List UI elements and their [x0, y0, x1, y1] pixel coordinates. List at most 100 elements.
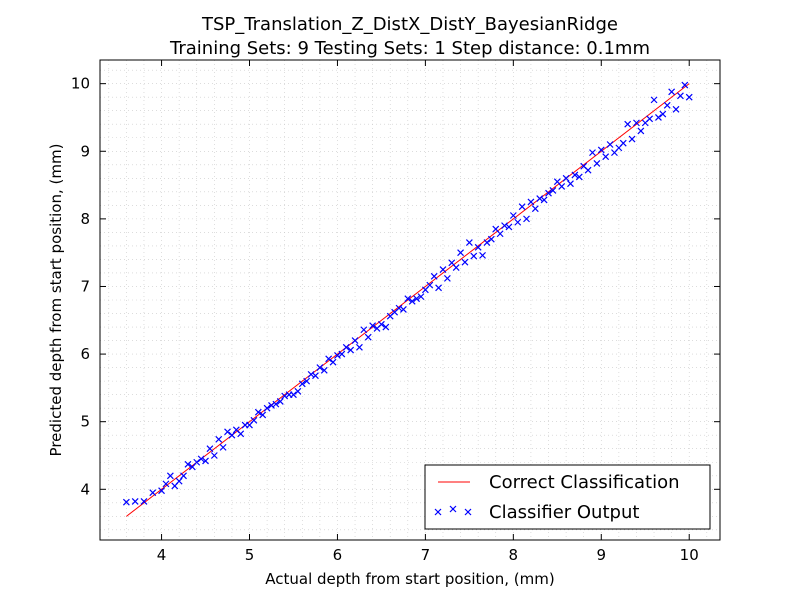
classifier-output-point	[210, 452, 218, 459]
marker-stroke	[334, 352, 341, 359]
marker-stroke	[633, 119, 640, 127]
chart-title: TSP_Translation_Z_DistX_DistY_BayesianRi…	[201, 14, 618, 35]
marker-stroke	[518, 203, 526, 211]
classifier-output-point	[589, 149, 596, 157]
marker-stroke	[263, 404, 271, 412]
classifier-output-point	[509, 212, 517, 219]
marker-stroke	[219, 443, 227, 451]
marker-stroke	[356, 343, 363, 351]
marker-stroke	[430, 272, 438, 280]
classifier-output-point	[158, 487, 165, 495]
classifier-output-point	[668, 88, 676, 96]
marker-stroke	[672, 105, 680, 113]
classifier-output-point	[202, 457, 209, 465]
classifier-output-point	[501, 222, 508, 230]
marker-stroke	[487, 235, 495, 243]
marker-stroke	[404, 295, 412, 303]
classifier-output-point	[364, 333, 372, 341]
marker-stroke	[166, 472, 174, 480]
marker-stroke	[338, 350, 346, 358]
marker-stroke	[250, 416, 258, 424]
x-tick-label: 5	[245, 546, 255, 564]
x-tick-label: 9	[597, 546, 607, 564]
plot-frame	[99, 59, 721, 541]
classifier-output-point	[461, 258, 469, 266]
marker-stroke	[457, 249, 464, 257]
classifier-output-point	[655, 114, 662, 121]
marker-stroke	[567, 180, 574, 188]
classifier-output-point	[219, 443, 227, 451]
marker-stroke	[571, 171, 579, 179]
classifier-output-point	[166, 472, 174, 480]
classifier-output-point	[536, 195, 544, 203]
marker-stroke	[452, 264, 460, 271]
x-axis-label: Actual depth from start position, (mm)	[265, 570, 554, 588]
marker-stroke	[584, 166, 592, 174]
classifier-output-point	[413, 295, 421, 303]
classifier-output-point	[606, 141, 614, 148]
marker-stroke	[232, 426, 240, 434]
marker-stroke	[501, 222, 508, 230]
classifier-output-point	[347, 346, 355, 354]
classifier-output-point	[342, 343, 350, 351]
marker-stroke	[228, 431, 236, 439]
marker-stroke	[553, 178, 561, 186]
y-tick-label: 10	[71, 75, 90, 93]
classifier-output-point	[215, 435, 223, 443]
marker-stroke	[413, 295, 421, 303]
marker-stroke	[202, 457, 209, 465]
classifier-output-point	[487, 235, 495, 243]
marker-stroke	[351, 337, 359, 344]
y-tick-label: 5	[80, 413, 90, 431]
marker-stroke	[268, 402, 275, 409]
classifier-output-point	[597, 146, 605, 154]
x-tick-label: 10	[680, 546, 699, 564]
marker-stroke	[325, 355, 333, 363]
legend-marker	[449, 505, 457, 513]
marker-stroke	[316, 364, 324, 372]
marker-stroke	[540, 196, 548, 204]
classifier-output-point	[140, 498, 148, 505]
classifier-output-point	[193, 458, 201, 466]
classifier-output-point	[672, 105, 680, 113]
marker-stroke	[650, 96, 658, 104]
classifier-output-point	[294, 387, 302, 395]
classifier-output-point	[483, 239, 491, 246]
marker-stroke	[329, 358, 337, 366]
classifier-output-point	[417, 293, 425, 301]
classifier-output-point	[457, 249, 464, 257]
classifier-output-point	[426, 281, 434, 289]
marker-stroke	[536, 195, 544, 203]
classifier-output-point	[360, 326, 368, 334]
y-tick-label: 4	[80, 480, 90, 498]
marker-stroke	[449, 505, 457, 513]
marker-stroke	[527, 198, 535, 206]
marker-stroke	[320, 366, 328, 374]
marker-stroke	[395, 304, 403, 312]
marker-stroke	[426, 281, 434, 289]
classifier-output-point	[545, 189, 552, 197]
marker-stroke	[549, 187, 557, 194]
classifier-output-point	[619, 139, 627, 147]
classifier-output-point	[624, 120, 632, 128]
classifier-output-point	[254, 408, 262, 416]
marker-stroke	[210, 452, 218, 459]
classifier-output-point	[465, 239, 473, 246]
classifier-output-point	[523, 215, 530, 223]
classifier-output-point	[633, 119, 640, 127]
classifier-output-point	[334, 352, 341, 359]
marker-stroke	[399, 306, 407, 313]
classifier-output-point	[369, 322, 377, 330]
marker-stroke	[439, 266, 447, 274]
marker-stroke	[523, 215, 530, 223]
correct-classification-line	[126, 83, 690, 517]
marker-stroke	[342, 343, 350, 351]
classifier-output-point	[404, 295, 412, 303]
marker-stroke	[131, 498, 139, 505]
marker-stroke	[470, 252, 478, 260]
classifier-output-point	[228, 431, 236, 439]
marker-stroke	[307, 370, 315, 378]
classifier-output-point	[593, 160, 601, 167]
marker-stroke	[685, 93, 693, 101]
classifier-output-point	[131, 498, 139, 505]
